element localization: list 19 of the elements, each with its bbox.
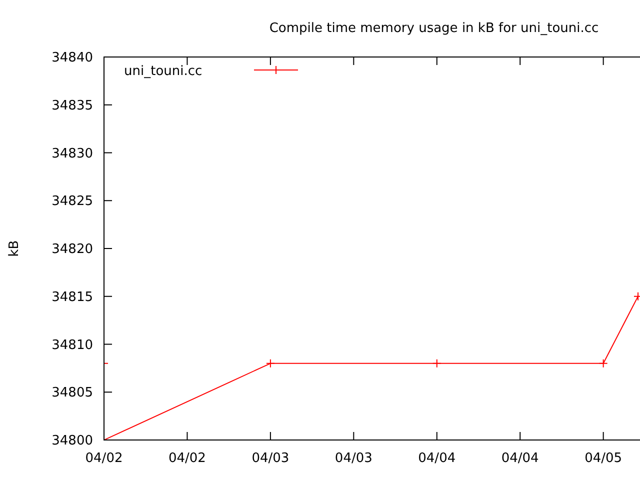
x-tick-label: 04/03 bbox=[252, 451, 290, 466]
text: uni_touni.cc bbox=[124, 64, 202, 79]
x-tick-label: 04/02 bbox=[168, 451, 206, 466]
y-tick-label: 34815 bbox=[52, 290, 93, 305]
y-tick-label: 34825 bbox=[52, 194, 93, 210]
y-tick-label: 34805 bbox=[52, 386, 93, 401]
y-tick-label: 34835 bbox=[52, 98, 93, 114]
x-tick-label: 04/02 bbox=[85, 451, 123, 466]
y-tick-label: 34800 bbox=[52, 434, 93, 449]
chart-title: Compile time memory usage in kB for uni_touni.cc bbox=[269, 21, 599, 36]
y-axis-title: kB bbox=[7, 240, 22, 257]
y-tick-label: 34820 bbox=[52, 242, 93, 258]
y-tick-label: 34840 bbox=[52, 50, 93, 66]
x-tick-label: 04/04 bbox=[501, 451, 539, 466]
y-tick-label: 34830 bbox=[52, 146, 93, 162]
y-tick-label: 34810 bbox=[52, 338, 93, 353]
x-tick-label: 04/04 bbox=[418, 451, 456, 466]
x-tick-label: 04/03 bbox=[334, 451, 372, 466]
x-tick-label: 04/05 bbox=[584, 451, 622, 466]
